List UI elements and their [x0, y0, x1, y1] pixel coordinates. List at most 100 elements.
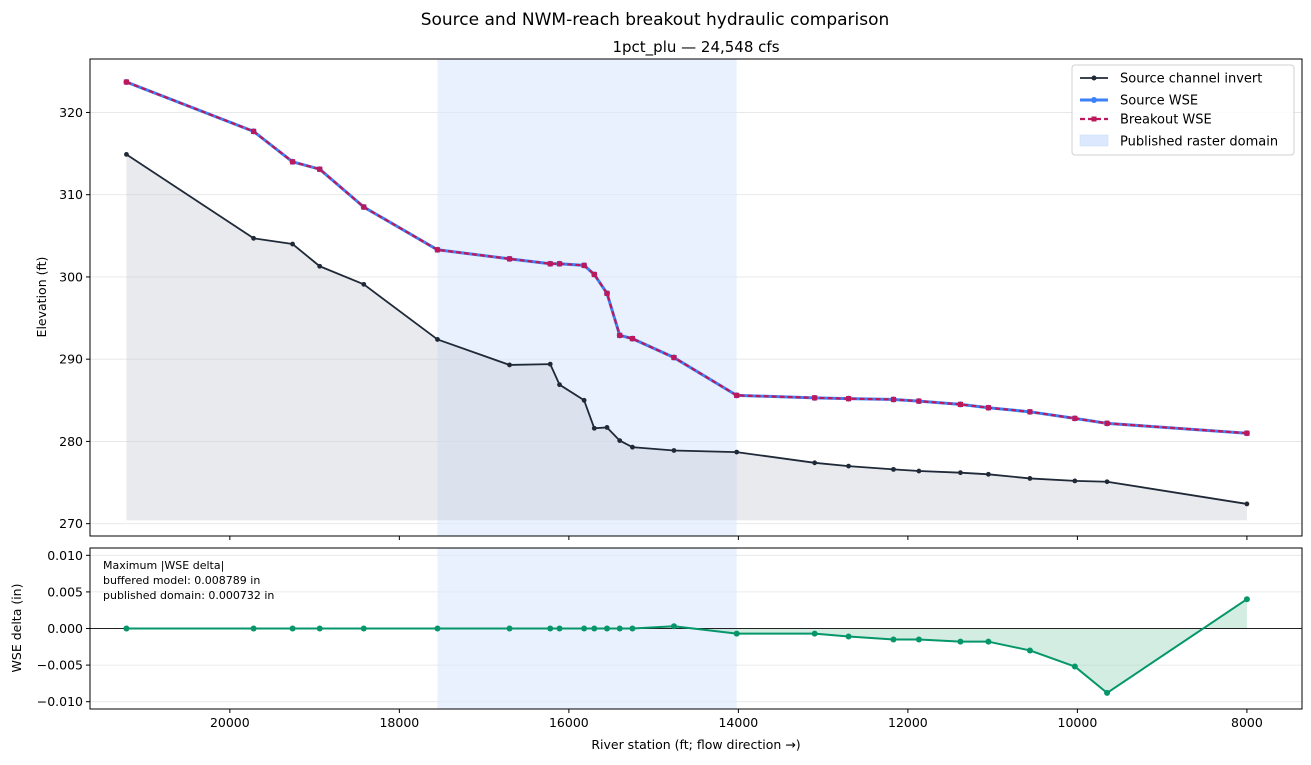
y-tick-label: 280 — [59, 434, 83, 449]
breakout-wse-point — [1244, 430, 1250, 436]
wse-delta-point — [506, 625, 513, 632]
breakout-wse-point — [890, 396, 897, 403]
invert-point — [361, 281, 367, 287]
invert-point — [604, 425, 610, 430]
invert-point — [958, 470, 963, 476]
y-tick-label: 290 — [59, 352, 83, 367]
invert-point — [435, 337, 440, 342]
top-panel-title: 1pct_plu — 24,548 cfs — [612, 38, 779, 57]
legend-label-raster-domain: Published raster domain — [1120, 135, 1278, 150]
y-tick-label: 0.000 — [47, 621, 83, 636]
wse-delta-point — [250, 625, 257, 632]
invert-point — [846, 463, 851, 469]
breakout-wse-point — [361, 204, 367, 210]
wse-delta-point — [1026, 647, 1033, 654]
wse-delta-point — [289, 625, 296, 632]
breakout-wse-point — [1072, 415, 1078, 421]
breakout-wse-point — [812, 395, 818, 401]
legend-frame — [1071, 64, 1295, 156]
breakout-wse-point — [289, 159, 296, 165]
wse-delta-point — [604, 625, 611, 632]
y-tick-label: −0.005 — [37, 658, 83, 673]
invert-point — [1104, 479, 1110, 485]
invert-point — [630, 444, 635, 450]
invert-point — [734, 449, 740, 455]
figure-suptitle: Source and NWM-reach breakout hydraulic … — [421, 10, 890, 30]
x-tick-label: 16000 — [549, 715, 589, 730]
wse-delta-point — [547, 625, 554, 632]
y-tick-label: 320 — [59, 105, 83, 120]
invert-point — [591, 425, 597, 431]
wse-delta-point — [360, 625, 367, 632]
breakout-wse-point — [671, 354, 677, 361]
wse-delta-point — [1104, 689, 1111, 696]
wse-delta-point — [985, 638, 992, 645]
top-plot-frame — [89, 58, 1303, 537]
invert-point — [317, 263, 323, 269]
invert-point — [557, 382, 562, 388]
x-tick-label: 8000 — [1231, 715, 1263, 730]
wse-delta-point — [581, 625, 588, 632]
breakout-wse-point — [985, 405, 992, 411]
wse-delta-point — [629, 625, 636, 632]
wse-delta-point — [123, 625, 130, 632]
breakout-wse-point — [845, 396, 852, 402]
legend-entry-invert: Source channel invert — [1080, 72, 1262, 87]
breakout-wse-point — [317, 166, 323, 172]
breakout-wse-point — [916, 398, 922, 404]
legend-entry-source-wse: Source WSE — [1080, 94, 1198, 109]
invert-point — [547, 361, 553, 367]
invert-point — [812, 460, 818, 466]
y-tick-label: 300 — [59, 269, 83, 284]
invert-point — [1027, 476, 1033, 481]
breakout-wse-point — [123, 79, 130, 85]
x-tick-label: 14000 — [718, 715, 758, 730]
delta-annotation: Maximum |WSE delta| buffered model: 0.00… — [103, 559, 274, 602]
wse-delta-point — [434, 625, 441, 632]
breakout-wse-point — [957, 401, 964, 408]
delta-area-fill — [126, 599, 1247, 693]
wse-delta-point — [616, 625, 623, 632]
wse-delta-series-line — [126, 598, 1248, 694]
invert-point — [581, 397, 587, 403]
breakout-wse-point — [250, 128, 257, 134]
invert-point — [916, 468, 922, 474]
breakout-wse-point — [1104, 420, 1110, 426]
y-tick-label: 270 — [59, 516, 83, 531]
breakout-wse-point — [506, 256, 513, 262]
invert-point — [124, 152, 129, 157]
legend-label-invert: Source channel invert — [1120, 72, 1262, 87]
wse-delta-point — [957, 638, 964, 645]
invert-point — [986, 471, 991, 477]
breakout-wse-point — [556, 261, 563, 267]
annotation-line-2: buffered model: 0.008789 in — [103, 574, 260, 587]
wse-delta-point — [811, 630, 818, 637]
invert-series-line — [125, 153, 1248, 505]
wse-delta-point — [1243, 596, 1250, 603]
bottom-y-axis-label: WSE delta (in) — [9, 584, 24, 673]
y-tick-label: 310 — [59, 187, 83, 202]
x-tick-label: 18000 — [379, 715, 419, 730]
invert-point — [1072, 478, 1078, 484]
legend-entry-raster-domain: Published raster domain — [1079, 135, 1278, 150]
y-tick-label: 0.005 — [47, 584, 83, 599]
breakout-wse-point — [604, 290, 610, 296]
invert-point — [290, 241, 295, 247]
published-raster-domain-band — [437, 59, 737, 536]
legend-label-breakout-wse: Breakout WSE — [1120, 113, 1212, 128]
invert-point — [251, 235, 256, 241]
breakout-wse-point — [617, 332, 623, 338]
top-y-axis-label: Elevation (ft) — [34, 257, 49, 338]
wse-delta-point — [733, 630, 740, 637]
invert-point — [1244, 501, 1250, 507]
wse-delta-point — [591, 625, 598, 632]
x-axis-label: River station (ft; flow direction →) — [591, 737, 800, 752]
breakout-wse-point — [547, 261, 553, 267]
wse-delta-point — [670, 623, 677, 630]
invert-area-fill — [126, 154, 1247, 521]
invert-point — [507, 362, 512, 368]
wse-delta-point — [316, 625, 323, 632]
legend-entry-breakout-wse: Breakout WSE — [1080, 113, 1212, 128]
breakout-wse-point — [734, 392, 740, 398]
wse-delta-point — [1071, 663, 1078, 670]
